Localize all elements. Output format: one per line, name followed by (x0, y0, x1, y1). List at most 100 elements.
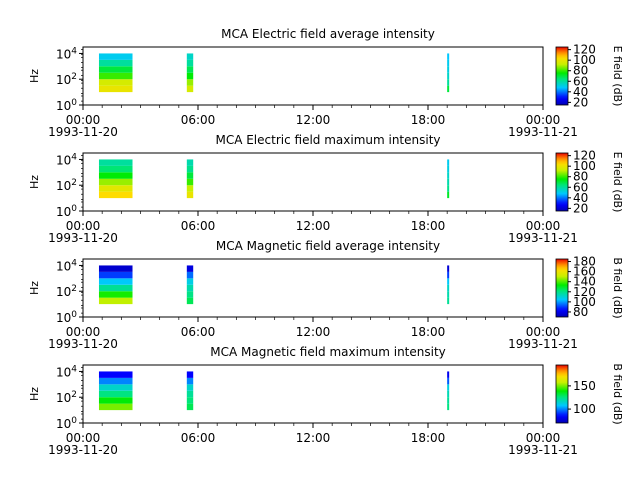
spectrogram-cell (447, 59, 450, 67)
panel-title: MCA Electric field maximum intensity (215, 133, 440, 147)
spectrogram-cell (447, 371, 450, 378)
colorbar-tick-label: 40 (573, 85, 588, 99)
y-tick-label: 100 (56, 204, 77, 219)
spectrogram-cell (186, 185, 194, 192)
colorbar-tick-label: 20 (573, 201, 588, 215)
colorbar-tick-label: 100 (573, 402, 596, 416)
colorbar-tick-label: 80 (573, 170, 588, 184)
colorbar-tick-label: 140 (573, 275, 596, 289)
colorbar-tick-label: 100 (573, 53, 596, 67)
y-tick-label: 104 (56, 258, 77, 273)
spectrogram-cell (447, 278, 450, 285)
spectrogram-cell (186, 284, 194, 292)
spectrogram-cell (98, 191, 133, 199)
spectrogram-cell (186, 371, 194, 378)
spectrogram-cell (186, 271, 194, 279)
spectrogram-cell (98, 178, 133, 186)
axes-frame (82, 152, 544, 212)
y-tick-label: 104 (56, 152, 77, 167)
x-date-label: 1993-11-21 (508, 337, 578, 351)
y-axis-label: Hz (28, 69, 41, 83)
spectrogram-cell (186, 297, 194, 305)
spectrogram-cell (186, 172, 194, 179)
x-date-label: 1993-11-21 (508, 125, 578, 139)
colorbar-label: E field (dB) (611, 152, 624, 213)
x-tick-label: 12:00 (296, 431, 331, 445)
spectrogram-cell (98, 265, 133, 272)
spectrogram-cell (186, 53, 194, 60)
x-tick-label: 06:00 (181, 431, 216, 445)
spectrogram-cell (98, 297, 133, 305)
spectrogram-cell (98, 390, 133, 398)
spectrogram-cell (98, 59, 133, 67)
x-tick-label: 00:00 (66, 325, 101, 339)
x-tick-label: 06:00 (181, 219, 216, 233)
spectrogram-cell (186, 85, 194, 93)
spectrogram-cell (447, 159, 450, 166)
colorbar-label: B field (dB) (611, 363, 624, 424)
spectrogram-cell (447, 297, 450, 305)
x-tick-label: 06:00 (181, 325, 216, 339)
spectrogram-cell (447, 191, 450, 199)
spectrogram-cell (447, 66, 450, 73)
colorbar-tick-label: 60 (573, 180, 588, 194)
spectrogram-cell (447, 377, 450, 385)
y-tick-label: 104 (56, 364, 77, 379)
colorbar-tick-label: 40 (573, 191, 588, 205)
spectrogram-cell (186, 403, 194, 411)
spectrogram-cell (98, 72, 133, 80)
y-tick-label: 100 (56, 98, 77, 113)
x-date-label: 1993-11-20 (48, 125, 118, 139)
colorbar-tick-label: 120 (573, 149, 596, 163)
x-tick-label: 00:00 (526, 325, 561, 339)
colorbar-tick-label: 120 (573, 285, 596, 299)
y-tick-label: 102 (56, 178, 77, 193)
x-tick-label: 12:00 (296, 113, 331, 127)
x-date-label: 1993-11-20 (48, 337, 118, 351)
spectrogram-cell (98, 371, 133, 378)
spectrogram-cell (447, 178, 450, 186)
x-tick-label: 00:00 (526, 113, 561, 127)
spectrogram-cell (98, 66, 133, 73)
colorbar (555, 46, 569, 106)
spectrogram-cell (186, 265, 194, 272)
spectrogram-cell (447, 53, 450, 60)
x-tick-label: 18:00 (411, 325, 446, 339)
spectrogram-cell (447, 271, 450, 279)
spectrogram-cell (447, 185, 450, 192)
x-date-label: 1993-11-21 (508, 231, 578, 245)
spectrogram-cell (98, 271, 133, 279)
y-tick-label: 102 (56, 390, 77, 405)
x-tick-label: 18:00 (411, 113, 446, 127)
spectrogram-cell (98, 384, 133, 391)
panel-title: MCA Electric field average intensity (221, 27, 435, 41)
x-tick-label: 00:00 (66, 219, 101, 233)
spectrogram-cell (98, 172, 133, 179)
panel-title: MCA Magnetic field average intensity (216, 239, 440, 253)
y-tick-label: 102 (56, 284, 77, 299)
colorbar (555, 364, 569, 424)
spectrogram-cell (186, 384, 194, 391)
y-tick-label: 104 (56, 46, 77, 61)
x-tick-label: 00:00 (526, 431, 561, 445)
colorbar-tick-label: 80 (573, 305, 588, 319)
spectrogram-panel-2: MCA Electric field maximum intensity Hz 10… (28, 133, 624, 245)
spectrogram-cell (186, 377, 194, 385)
spectrogram-cell (186, 291, 194, 298)
axes-frame (82, 364, 544, 424)
x-tick-label: 18:00 (411, 219, 446, 233)
spectrogram-cell (447, 390, 450, 398)
spectrogram-cell (98, 185, 133, 192)
spectrogram-cell (186, 79, 194, 86)
spectrogram-cell (186, 191, 194, 199)
x-tick-label: 00:00 (526, 219, 561, 233)
axes-frame (82, 46, 544, 106)
x-date-label: 1993-11-20 (48, 443, 118, 457)
colorbar (555, 258, 569, 318)
spectrogram-cell (98, 159, 133, 166)
spectrogram-cell (447, 397, 450, 404)
colorbar-tick-label: 160 (573, 265, 596, 279)
spectrogram-cell (98, 403, 133, 411)
spectrogram-cell (447, 384, 450, 391)
